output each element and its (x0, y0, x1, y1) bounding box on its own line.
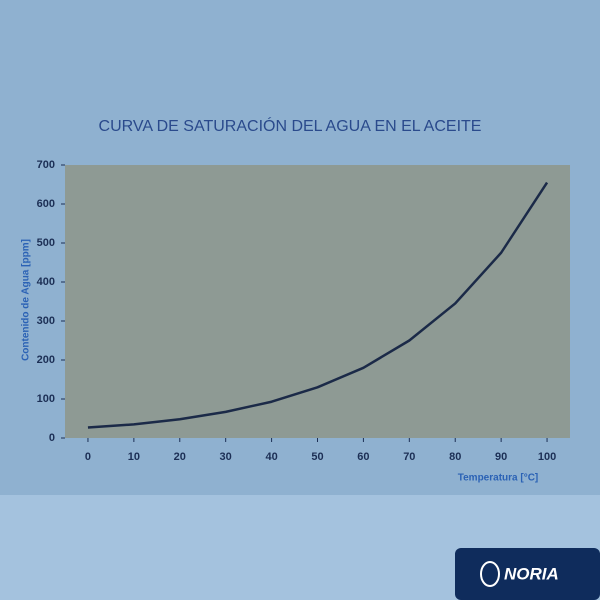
x-tick-label: 80 (449, 451, 461, 463)
y-tick-label: 300 (37, 315, 55, 327)
y-tick-label: 0 (49, 432, 55, 444)
y-tick-label: 700 (37, 159, 55, 171)
x-tick-label: 90 (495, 451, 507, 463)
x-tick-label: 40 (265, 451, 277, 463)
x-tick-label: 10 (128, 451, 140, 463)
x-axis-label: Temperatura [°C] (458, 473, 539, 484)
line (87, 181, 549, 429)
x-tick-label: 20 (174, 451, 186, 463)
plot-area (65, 165, 570, 438)
logo-text: NORIA (504, 564, 559, 583)
x-tick-label: 50 (311, 451, 323, 463)
x-tick-label: 60 (357, 451, 369, 463)
logo-box (455, 548, 600, 600)
chart-title: CURVA DE SATURACIÓN DEL AGUA EN EL ACEIT… (99, 116, 482, 135)
y-tick-label: 200 (37, 354, 55, 366)
x-tick-label: 0 (85, 451, 91, 463)
y-tick-label: 400 (37, 276, 55, 288)
x-tick-label: 30 (220, 451, 232, 463)
x-tick-label: 100 (538, 451, 556, 463)
y-tick-label: 500 (37, 237, 55, 249)
logo-icon (480, 561, 500, 587)
y-axis-label: Contenido de Agua [ppm] (21, 239, 32, 361)
y-tick-label: 100 (37, 393, 55, 405)
y-tick-label: 600 (37, 198, 55, 210)
x-tick-label: 70 (403, 451, 415, 463)
